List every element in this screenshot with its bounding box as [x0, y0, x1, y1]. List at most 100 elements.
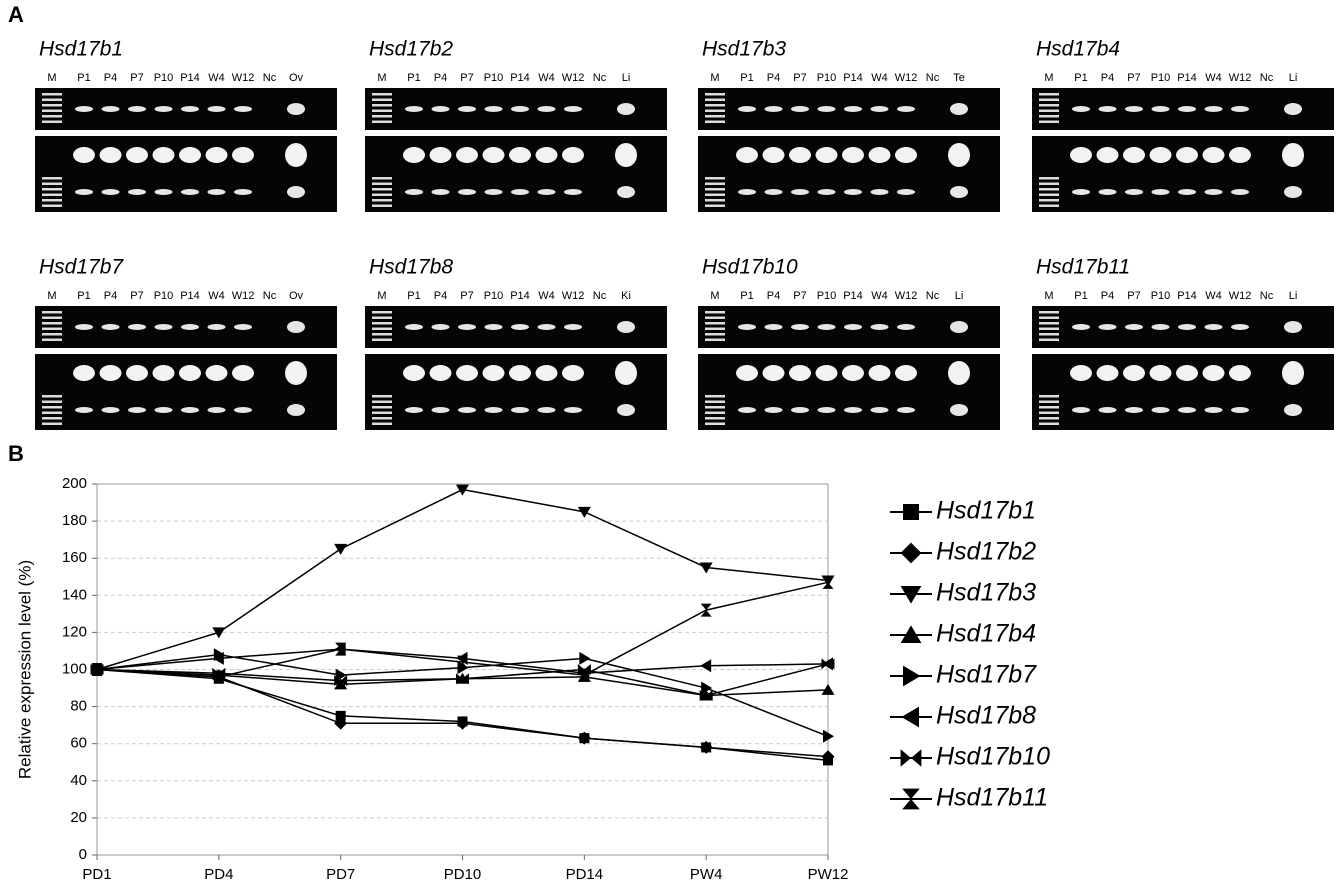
- ladder-band: [705, 115, 725, 118]
- ladder-band: [372, 104, 392, 107]
- series-line: [97, 490, 828, 670]
- lane-label: P1: [1074, 72, 1087, 84]
- gel-band: [842, 147, 864, 163]
- lane-label: P10: [484, 72, 504, 84]
- lane-label: P10: [1151, 72, 1171, 84]
- ladder-band: [1039, 110, 1059, 113]
- ladder-band: [372, 395, 392, 398]
- gel-band: [1125, 106, 1143, 112]
- lane-label: P4: [104, 290, 117, 302]
- gel-band: [538, 324, 556, 330]
- lane-label: Te: [953, 72, 965, 84]
- lane-label: P10: [154, 72, 174, 84]
- lane-label: Li: [622, 72, 631, 84]
- ladder-band: [42, 177, 62, 180]
- gel-title: Hsd17b2: [369, 38, 453, 61]
- gel-band: [844, 106, 862, 112]
- y-tick-label: 20: [70, 809, 87, 826]
- y-tick-label: 200: [62, 475, 87, 492]
- lane-label: Ov: [289, 290, 304, 302]
- gel-title: Hsd17b10: [702, 256, 798, 279]
- gel-band: [1152, 106, 1170, 112]
- lane-label: Nc: [593, 290, 607, 302]
- lane-label: P14: [843, 290, 863, 302]
- y-tick-label: 160: [62, 549, 87, 566]
- gel-band: [287, 321, 305, 333]
- lane-label: Ov: [289, 72, 304, 84]
- ladder-band: [705, 417, 725, 420]
- lane-label: P4: [767, 72, 780, 84]
- gel-band: [818, 106, 836, 112]
- gel-band: [208, 189, 226, 195]
- gel-band: [1178, 324, 1196, 330]
- gel-band: [405, 189, 423, 195]
- gel-band: [1072, 106, 1090, 112]
- gel-band: [155, 407, 173, 413]
- gel-band: [1284, 186, 1302, 198]
- lane-label: P1: [407, 72, 420, 84]
- lane-label: Nc: [926, 290, 940, 302]
- gel-band: [458, 324, 476, 330]
- lane-label: W12: [1229, 290, 1252, 302]
- ladder-band: [372, 333, 392, 336]
- legend-label: Hsd17b2: [936, 538, 1036, 566]
- gel-band: [617, 404, 635, 416]
- lane-label: Nc: [263, 290, 277, 302]
- gel-band: [287, 186, 305, 198]
- gel-band: [536, 147, 558, 163]
- gel-band: [405, 407, 423, 413]
- ladder-band: [1039, 177, 1059, 180]
- lane-label: M: [47, 72, 56, 84]
- lane-label: P10: [484, 290, 504, 302]
- ladder-band: [705, 121, 725, 124]
- lane-label: Nc: [593, 72, 607, 84]
- gel-band: [285, 143, 307, 167]
- gel-band: [75, 324, 93, 330]
- ladder-band: [42, 317, 62, 320]
- gel-band: [1150, 365, 1172, 381]
- gel-band: [75, 106, 93, 112]
- gel-band: [287, 103, 305, 115]
- gel-band: [948, 143, 970, 167]
- lane-label: P1: [740, 290, 753, 302]
- gel-band: [871, 106, 889, 112]
- gel-band: [1072, 407, 1090, 413]
- gel-band: [1099, 324, 1117, 330]
- ladder-band: [372, 93, 392, 96]
- gel-band: [485, 189, 503, 195]
- gel-band: [897, 189, 915, 195]
- lane-label: P7: [460, 290, 473, 302]
- gel-band: [738, 324, 756, 330]
- gel-band: [871, 407, 889, 413]
- gel-band: [181, 106, 199, 112]
- legend-label: Hsd17b3: [936, 579, 1036, 607]
- ladder-band: [372, 205, 392, 208]
- gel-band: [128, 106, 146, 112]
- lane-label: P14: [510, 290, 530, 302]
- gel-band: [538, 407, 556, 413]
- gel-band: [430, 365, 452, 381]
- ladder-band: [1039, 104, 1059, 107]
- ladder-band: [705, 311, 725, 314]
- lane-label: M: [377, 72, 386, 84]
- legend-marker: [903, 666, 921, 687]
- lane-label: P14: [843, 72, 863, 84]
- gel-band: [75, 189, 93, 195]
- lane-label: P1: [77, 72, 90, 84]
- lane-label: W4: [1205, 290, 1222, 302]
- gel-band: [765, 106, 783, 112]
- ladder-band: [705, 177, 725, 180]
- legend-label: Hsd17b8: [936, 702, 1036, 730]
- ladder-band: [705, 412, 725, 415]
- gel-band: [950, 321, 968, 333]
- ladder-band: [1039, 121, 1059, 124]
- ladder-band: [1039, 99, 1059, 102]
- gel-band: [1203, 147, 1225, 163]
- gel-band: [458, 189, 476, 195]
- ladder-band: [42, 311, 62, 314]
- ladder-band: [1039, 183, 1059, 186]
- gel-band: [181, 324, 199, 330]
- gel-band: [234, 407, 252, 413]
- lane-label: W4: [208, 72, 225, 84]
- ladder-band: [372, 417, 392, 420]
